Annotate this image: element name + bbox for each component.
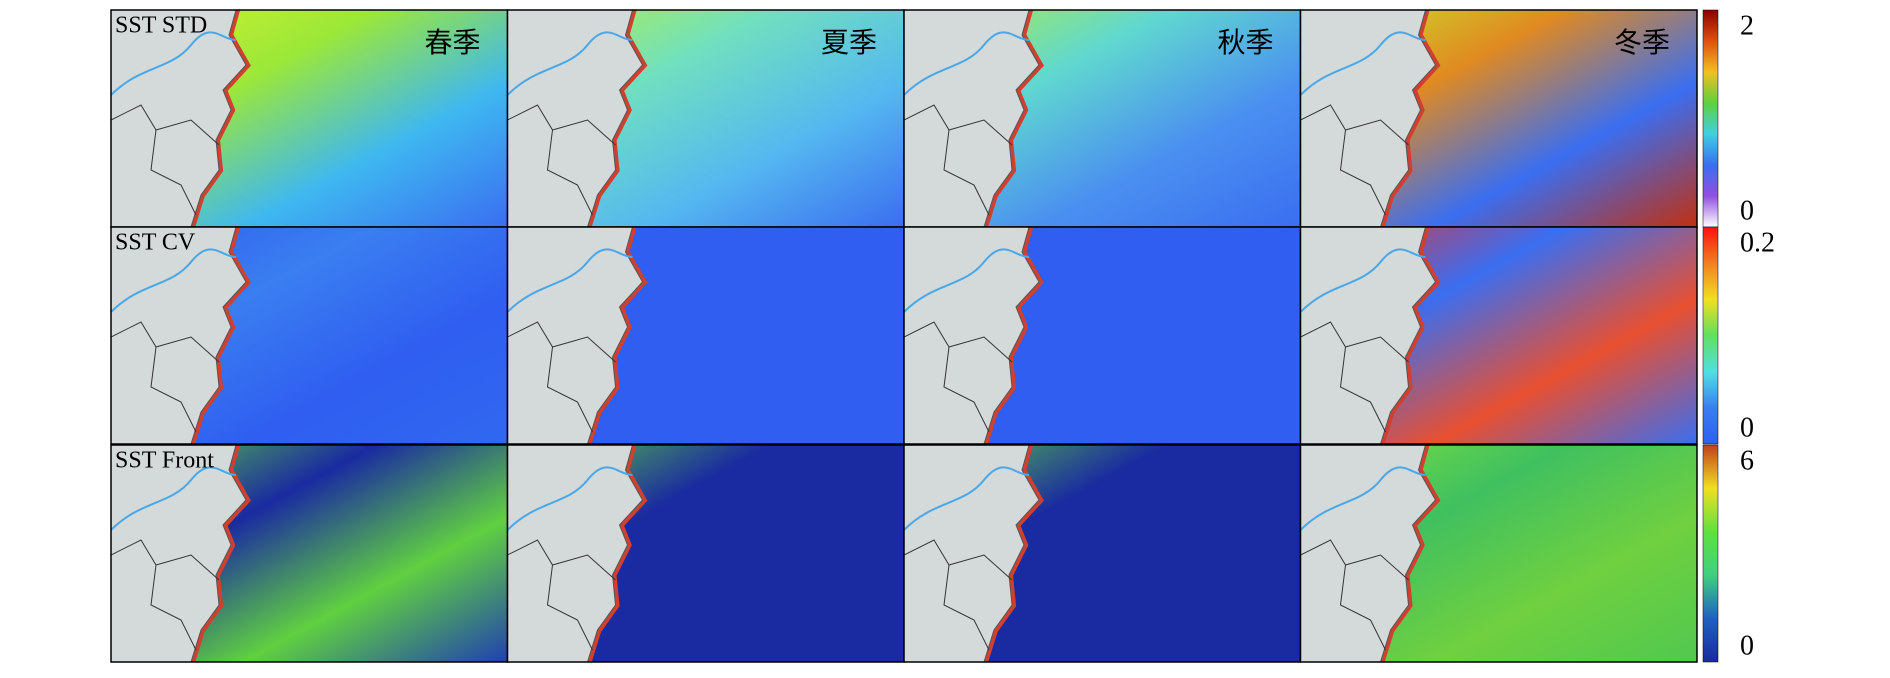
season-label: 秋季	[1217, 26, 1273, 59]
season-label: 夏季	[821, 26, 877, 59]
province-border	[1300, 321, 1409, 433]
land	[507, 445, 644, 662]
map-panel	[1300, 445, 1697, 662]
map-panel	[507, 445, 904, 662]
panel-frame	[1299, 226, 1698, 445]
map-panel	[111, 10, 508, 227]
river	[507, 466, 633, 531]
land	[111, 227, 247, 444]
river	[1300, 466, 1426, 531]
colorbar-min-label: 0	[1740, 630, 1754, 661]
province-border	[904, 321, 1013, 433]
river	[1300, 31, 1426, 96]
map-panel	[1300, 10, 1697, 227]
map-panel	[111, 445, 508, 662]
colorbar-min-label: 0	[1740, 195, 1754, 226]
land	[1300, 227, 1437, 444]
colorbar	[1702, 444, 1719, 663]
province-border	[904, 539, 1013, 651]
river	[111, 248, 237, 313]
row-label: SST Front	[115, 448, 214, 474]
land	[904, 227, 1040, 444]
map-panel	[507, 227, 904, 444]
land	[111, 445, 247, 662]
colorbar-max-label: 2	[1740, 10, 1754, 41]
river	[507, 31, 633, 96]
land	[904, 10, 1040, 227]
province-border	[111, 321, 220, 433]
province-border	[507, 539, 616, 651]
map-panel	[1300, 227, 1697, 444]
panel-frame	[1299, 444, 1698, 663]
season-label: 冬季	[1614, 26, 1670, 59]
province-border	[111, 539, 220, 651]
map-panel	[507, 10, 904, 227]
river	[111, 466, 237, 531]
map-panel	[904, 227, 1301, 444]
river	[111, 31, 237, 96]
river	[904, 31, 1030, 96]
province-border	[904, 104, 1013, 216]
map-panel	[904, 445, 1301, 662]
river	[507, 248, 633, 313]
river	[904, 248, 1030, 313]
colorbar-max-label: 6	[1740, 445, 1754, 476]
river	[1300, 248, 1426, 313]
land	[1300, 10, 1437, 227]
province-border	[1300, 539, 1409, 651]
land	[507, 227, 644, 444]
land	[1300, 445, 1437, 662]
land	[507, 10, 644, 227]
province-border	[1300, 104, 1409, 216]
province-border	[507, 104, 616, 216]
land	[111, 10, 247, 227]
colorbar	[1702, 226, 1719, 445]
map-panel	[111, 227, 508, 444]
row-label: SST STD	[115, 13, 207, 39]
province-border	[507, 321, 616, 433]
province-border	[111, 104, 220, 216]
season-label: 春季	[424, 26, 480, 59]
river	[904, 466, 1030, 531]
colorbar-max-label: 0.2	[1740, 227, 1775, 258]
map-panel	[904, 10, 1301, 227]
colorbar-min-label: 0	[1740, 412, 1754, 443]
land	[904, 445, 1040, 662]
colorbar	[1702, 9, 1719, 228]
row-label: SST CV	[115, 230, 196, 256]
